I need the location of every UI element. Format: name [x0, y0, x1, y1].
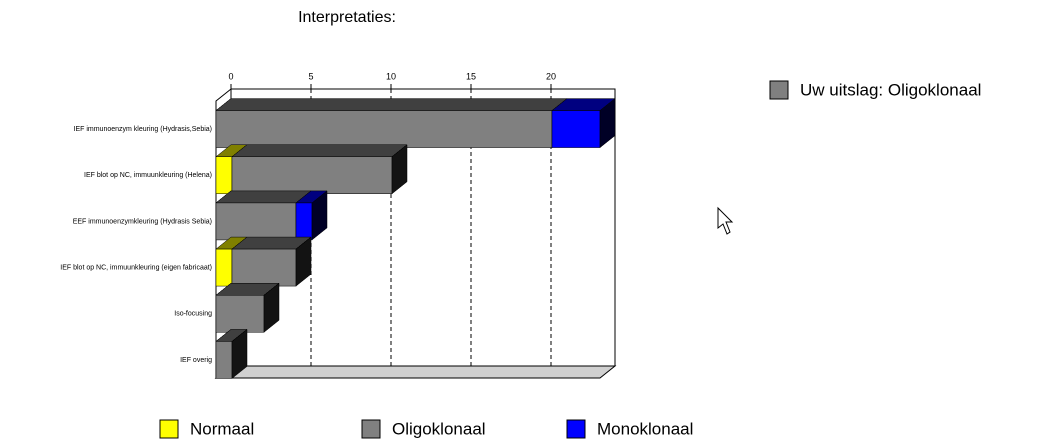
result-label: Uw uitslag: Oligoklonaal	[800, 80, 981, 99]
legend-swatch	[361, 419, 381, 439]
y-tick-label: Iso-focusing	[174, 311, 212, 318]
bar	[215, 202, 297, 241]
x-tick-label: 5	[308, 71, 313, 81]
bar	[215, 248, 233, 287]
bar	[231, 248, 297, 287]
legend-label: Monoklonaal	[597, 419, 693, 438]
bar	[295, 202, 313, 241]
y-tick-label: IEF immunoenzym kleuring (Hydrasis,Sebia…	[74, 126, 213, 133]
bar	[231, 156, 393, 194]
bar-top	[263, 283, 280, 296]
bar	[215, 110, 553, 148]
legend-swatch	[159, 419, 179, 439]
legend-label: Oligoklonaal	[392, 419, 486, 438]
x-tick-label: 15	[466, 71, 476, 81]
result-swatch	[769, 80, 789, 100]
bar-top	[215, 190, 312, 204]
bar-side	[599, 98, 616, 149]
bar-side	[311, 190, 328, 241]
y-tick-label: EEF immunoenzymkleuring (Hydrasis Sebia)	[73, 218, 212, 225]
bar	[215, 156, 233, 194]
x-tick-label: 0	[228, 71, 233, 81]
bar-top	[231, 329, 248, 342]
y-tick-label: IEF blot op NC, immuunkleuring (Helena)	[84, 172, 212, 179]
floor	[214, 365, 617, 379]
legend-label: Normaal	[190, 419, 254, 438]
bar	[551, 110, 601, 148]
bar-top	[295, 236, 312, 250]
y-tick-label: IEF overig	[180, 357, 212, 364]
bar-top	[391, 144, 408, 157]
bar-top	[215, 98, 568, 111]
y-tick-label: IEF blot op NC, immuunkleuring (eigen fa…	[60, 264, 212, 271]
chart-title: Interpretaties:	[298, 9, 396, 26]
x-tick-label: 20	[546, 71, 556, 81]
x-tick-label: 10	[386, 71, 396, 81]
bar	[215, 341, 233, 379]
mouse-cursor	[717, 206, 734, 235]
bar	[215, 295, 265, 333]
legend-swatch	[566, 419, 586, 439]
bar-top	[231, 144, 408, 157]
